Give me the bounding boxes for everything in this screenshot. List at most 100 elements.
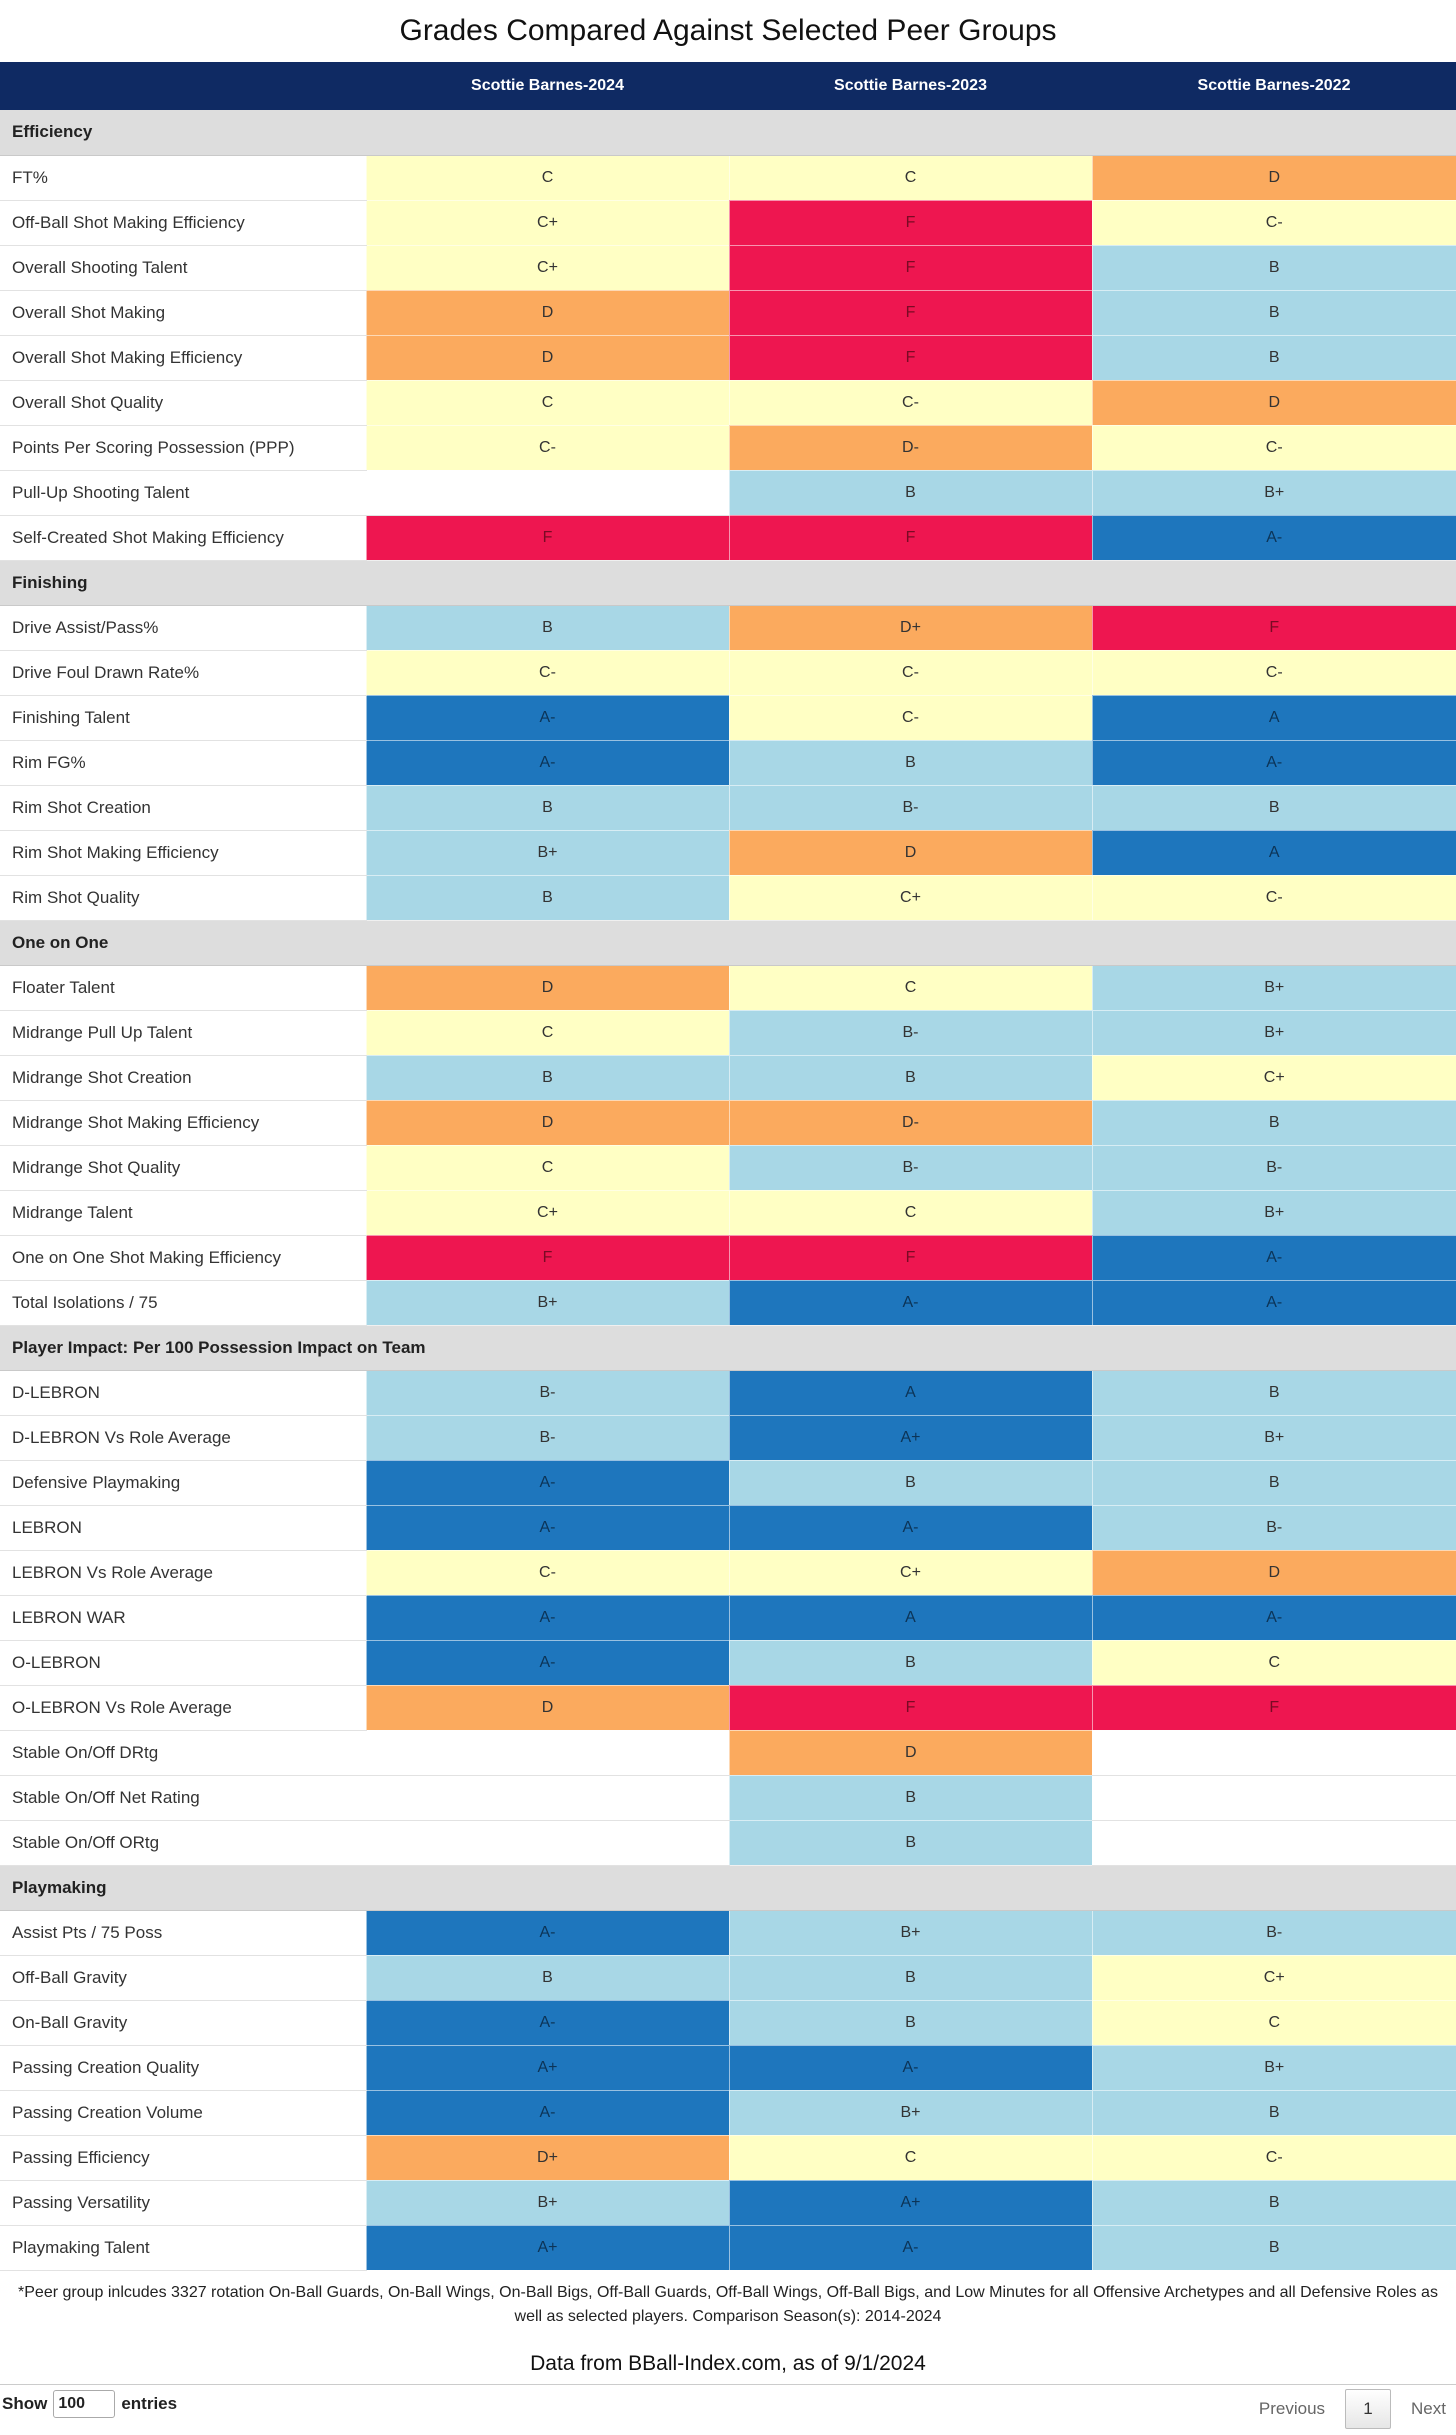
grade-cell: C — [728, 1190, 1092, 1236]
metric-name-cell: Defensive Playmaking — [0, 1460, 366, 1506]
column-header-metric[interactable] — [0, 62, 366, 110]
grade-cell: A — [728, 1595, 1092, 1641]
grade-cell: B- — [1091, 1145, 1456, 1191]
metric-name-cell: On-Ball Gravity — [0, 2000, 366, 2046]
grade-cell: C+ — [365, 200, 729, 246]
table-footer: Show 100 entries Previous 1 Next — [0, 2384, 1456, 2435]
grade-cell: B+ — [365, 1280, 729, 1326]
section-title: Finishing — [0, 560, 1456, 606]
grade-cell: D — [728, 1730, 1092, 1776]
table-row: Passing Creation Volume A- B+ B — [0, 2090, 1456, 2136]
metric-name-cell: Passing Creation Quality — [0, 2045, 366, 2091]
grade-cell: B — [1091, 335, 1456, 381]
grade-cell: B- — [728, 1010, 1092, 1056]
entries-count-input[interactable]: 100 — [53, 2390, 116, 2418]
grade-cell: B+ — [728, 2090, 1092, 2136]
table-row: On-Ball Gravity A- B C — [0, 2000, 1456, 2046]
section-title: Player Impact: Per 100 Possession Impact… — [0, 1325, 1456, 1371]
section-row: Player Impact: Per 100 Possession Impact… — [0, 1325, 1456, 1371]
metric-name-cell: Playmaking Talent — [0, 2225, 366, 2271]
metric-name-cell: Stable On/Off Net Rating — [0, 1775, 366, 1821]
grade-cell: B — [728, 1955, 1092, 2001]
grades-table-body: Efficiency FT% C C D Off-Ball Shot Making Eff… — [0, 110, 1456, 2271]
grade-cell: C — [728, 155, 1092, 201]
metric-name-cell: O-LEBRON Vs Role Average — [0, 1685, 366, 1731]
grade-cell: D- — [728, 425, 1092, 471]
metric-name-cell: Passing Creation Volume — [0, 2090, 366, 2136]
table-row: Drive Assist/Pass% B D+ F — [0, 605, 1456, 651]
grade-cell: D — [365, 1100, 729, 1146]
grade-cell: A- — [1091, 1595, 1456, 1641]
grade-cell: F — [728, 1235, 1092, 1281]
grade-cell — [366, 1820, 729, 1866]
page-title: Grades Compared Against Selected Peer Gr… — [399, 14, 1057, 47]
table-row: FT% C C D — [0, 155, 1456, 201]
grade-cell: B+ — [365, 2180, 729, 2226]
grade-cell: C — [365, 155, 729, 201]
column-header-season-2022[interactable]: Scottie Barnes-2022 — [1197, 77, 1351, 94]
table-row: Total Isolations / 75 B+ A- A- — [0, 1280, 1456, 1326]
metric-name-cell: Midrange Shot Making Efficiency — [0, 1100, 366, 1146]
table-row: Passing Creation Quality A+ A- B+ — [0, 2045, 1456, 2091]
grade-cell: B+ — [1091, 470, 1456, 516]
grade-cell: B- — [365, 1370, 729, 1416]
entries-label: entries — [121, 2394, 178, 2413]
grade-cell: B — [728, 1775, 1092, 1821]
grade-cell: B+ — [1091, 1415, 1456, 1461]
metric-name-cell: LEBRON Vs Role Average — [0, 1550, 366, 1596]
metric-name-cell: One on One Shot Making Efficiency — [0, 1235, 366, 1281]
table-row: Rim FG% A- B A- — [0, 740, 1456, 786]
metric-name-cell: Overall Shooting Talent — [0, 245, 366, 291]
grade-cell: A — [1091, 830, 1456, 876]
table-row: D-LEBRON B- A B — [0, 1370, 1456, 1416]
page-1-button[interactable]: 1 — [1345, 2389, 1392, 2429]
grade-cell: F — [728, 335, 1092, 381]
grade-cell: F — [1091, 1685, 1456, 1731]
grade-cell: B — [1091, 1100, 1456, 1146]
grades-table: Scottie Barnes-2024 Scottie Barnes-2023 … — [0, 62, 1456, 2271]
grade-cell: B — [365, 875, 729, 921]
grade-cell: F — [1091, 605, 1456, 651]
table-row: LEBRON Vs Role Average C- C+ D — [0, 1550, 1456, 1596]
grade-cell: C- — [1091, 650, 1456, 696]
grade-cell: A- — [728, 1505, 1092, 1551]
grade-cell: D+ — [365, 2135, 729, 2181]
grade-cell: B+ — [1091, 2045, 1456, 2091]
grade-cell: B — [365, 605, 729, 651]
table-row: Overall Shot Quality C C- D — [0, 380, 1456, 426]
next-page-button[interactable]: Next — [1411, 2399, 1446, 2418]
grade-cell: A- — [365, 695, 729, 741]
entries-length-control: Show 100 entries — [2, 2386, 177, 2422]
grade-cell: A- — [365, 740, 729, 786]
grade-cell: A- — [365, 2000, 729, 2046]
table-row: Midrange Talent C+ C B+ — [0, 1190, 1456, 1236]
table-row: Midrange Shot Creation B B C+ — [0, 1055, 1456, 1101]
previous-page-button[interactable]: Previous — [1258, 2399, 1326, 2418]
column-header-season-2024[interactable]: Scottie Barnes-2024 — [471, 77, 624, 94]
grade-cell: C — [728, 965, 1092, 1011]
grade-cell: C- — [365, 650, 729, 696]
metric-name-cell: Stable On/Off ORtg — [0, 1820, 366, 1866]
metric-name-cell: Passing Versatility — [0, 2180, 366, 2226]
table-row: Playmaking Talent A+ A- B — [0, 2225, 1456, 2271]
metric-name-cell: Passing Efficiency — [0, 2135, 366, 2181]
metric-name-cell: O-LEBRON — [0, 1640, 366, 1686]
section-title: One on One — [0, 920, 1456, 966]
data-source-note: Data from BBall-Index.com, as of 9/1/202… — [530, 2351, 926, 2375]
grade-cell: B+ — [728, 1910, 1092, 1956]
grade-cell: C — [365, 380, 729, 426]
grade-cell: B — [728, 1820, 1092, 1866]
grade-cell: A- — [365, 1595, 729, 1641]
grade-cell: C — [1091, 1640, 1456, 1686]
grade-cell: C+ — [365, 245, 729, 291]
grade-cell: D+ — [728, 605, 1092, 651]
grade-cell: D — [1091, 380, 1456, 426]
grade-cell: B — [365, 1955, 729, 2001]
table-row: Stable On/Off ORtg B — [0, 1820, 1456, 1866]
grade-cell: D — [365, 1685, 729, 1731]
column-header-season-2023[interactable]: Scottie Barnes-2023 — [834, 77, 987, 94]
grade-cell: C- — [365, 425, 729, 471]
table-row: Defensive Playmaking A- B B — [0, 1460, 1456, 1506]
grade-cell: A- — [1091, 1280, 1456, 1326]
table-row: O-LEBRON Vs Role Average D F F — [0, 1685, 1456, 1731]
